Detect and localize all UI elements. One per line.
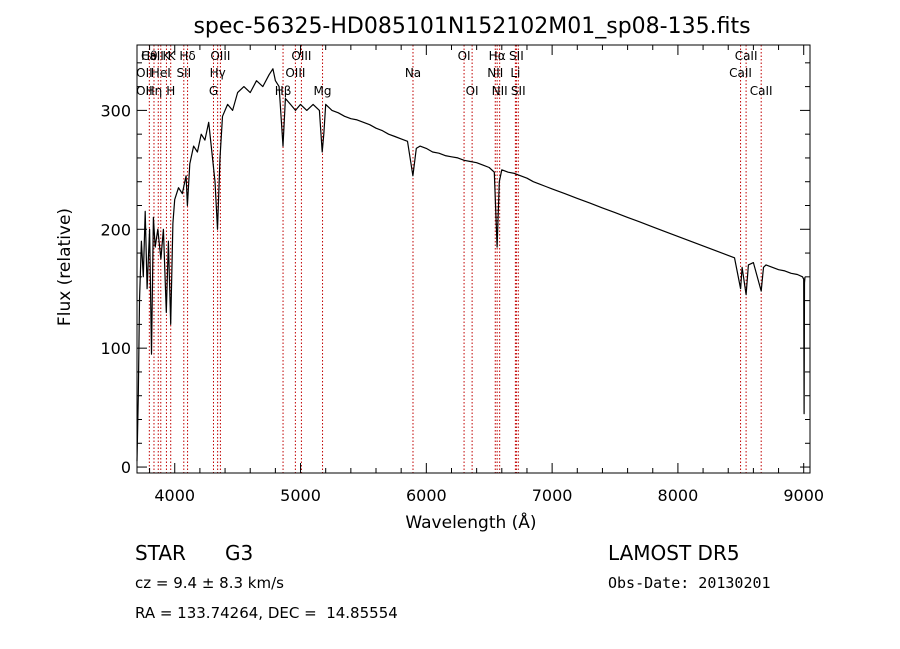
line-marker-label-5: H <box>166 84 175 98</box>
line-marker-label-10: OIII <box>210 49 230 63</box>
redshift-value: cz = 9.4 ± 8.3 km/s <box>135 574 284 592</box>
line-marker-label-4: K <box>162 49 171 63</box>
line-marker-label-18: NII <box>487 66 503 80</box>
extra-marker-label-0: OII <box>136 66 153 80</box>
line-marker-label-2: CaII K <box>141 49 177 63</box>
line-marker-label-21: Li <box>510 66 520 80</box>
line-marker-label-13: OIII <box>291 49 311 63</box>
line-marker-label-12: OIII <box>285 66 305 80</box>
y-tick-label-1: 100 <box>100 339 131 358</box>
x-tick-label-5: 9000 <box>783 486 824 505</box>
spectrum-series <box>136 68 806 462</box>
line-marker-label-1: Hη <box>146 84 163 98</box>
line-marker-label-22: SII <box>509 49 524 63</box>
y-tick-label-0: 0 <box>121 458 131 477</box>
x-tick-label-4: 8000 <box>658 486 699 505</box>
line-marker-label-17: OI <box>466 84 479 98</box>
line-marker-label-23: SII <box>511 84 526 98</box>
y-tick-label-2: 200 <box>100 220 131 239</box>
object-class: STAR <box>135 541 186 565</box>
line-marker-label-3: HeI <box>151 66 171 80</box>
line-marker-label-6: SII <box>176 66 191 80</box>
x-axis-label: Wavelength (Å) <box>405 511 536 533</box>
line-marker-label-19: Hα <box>489 49 506 63</box>
line-marker-label-7: Hδ <box>179 49 195 63</box>
y-axis-label: Flux (relative) <box>55 208 75 326</box>
object-subclass: G3 <box>225 541 254 565</box>
line-marker-label-9: Hγ <box>210 66 226 80</box>
plot-frame <box>136 44 811 474</box>
survey-name: LAMOST DR5 <box>608 541 740 565</box>
x-tick-label-3: 7000 <box>532 486 573 505</box>
line-marker-label-16: OI <box>458 49 471 63</box>
observation-date: Obs-Date: 20130201 <box>608 574 771 592</box>
line-marker-label-15: Na <box>405 66 421 80</box>
axes: 4000 5000 6000 7000 8000 9000 0 100 200 300 <box>100 45 824 505</box>
x-tick-label-2: 6000 <box>406 486 447 505</box>
line-marker-label-20: NII <box>492 84 508 98</box>
line-marker-label-0: Hθ <box>141 49 157 63</box>
line-marker-label-11: Hβ <box>275 84 292 98</box>
chart-title: spec-56325-HD085101N152102M01_sp08-135.f… <box>193 14 750 39</box>
x-tick-label-0: 4000 <box>154 486 195 505</box>
x-tick-label-1: 5000 <box>280 486 321 505</box>
line-markers <box>148 45 762 473</box>
extra-marker-label-1: OII <box>136 84 153 98</box>
line-marker-label-25: CaII <box>735 49 758 63</box>
line-marker-label-14: Mg <box>314 84 332 98</box>
line-marker-label-26: CaII <box>750 84 773 98</box>
line-marker-label-24: CaII <box>729 66 752 80</box>
spectrum-line-0 <box>136 68 806 462</box>
coordinates: RA = 133.74264, DEC = 14.85554 <box>135 604 398 622</box>
y-tick-label-3: 300 <box>100 101 131 120</box>
line-marker-label-8: G <box>209 84 218 98</box>
